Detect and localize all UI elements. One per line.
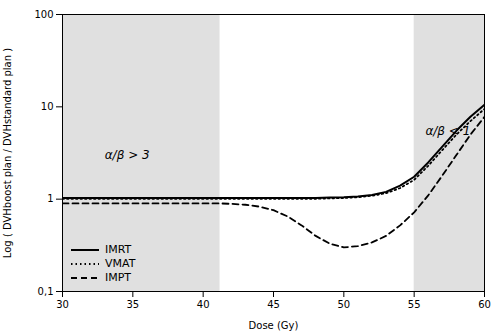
svg-text:40: 40 [197, 299, 210, 310]
svg-text:0,1: 0,1 [38, 286, 54, 297]
svg-text:35: 35 [126, 299, 139, 310]
svg-text:55: 55 [408, 299, 421, 310]
svg-text:60: 60 [478, 299, 491, 310]
svg-text:30: 30 [56, 299, 69, 310]
svg-text:100: 100 [34, 9, 53, 20]
html-text:IMRT: IMRT [105, 243, 132, 256]
svg-text:Log ( DVHboost plan / DVHstand: Log ( DVHboost plan / DVHstandard plan ) [2, 48, 13, 258]
svg-text:Dose (Gy): Dose (Gy) [249, 320, 299, 331]
svg-text:45: 45 [267, 299, 280, 310]
html-text:IMPT: IMPT [105, 271, 132, 284]
svg-text:1: 1 [47, 193, 53, 204]
svg-text:50: 50 [337, 299, 350, 310]
svg-text:α/β < 1: α/β < 1 [425, 124, 470, 138]
svg-text:10: 10 [41, 101, 54, 112]
svg-text:α/β > 3: α/β > 3 [105, 148, 150, 162]
html-text:VMAT: VMAT [105, 257, 136, 270]
